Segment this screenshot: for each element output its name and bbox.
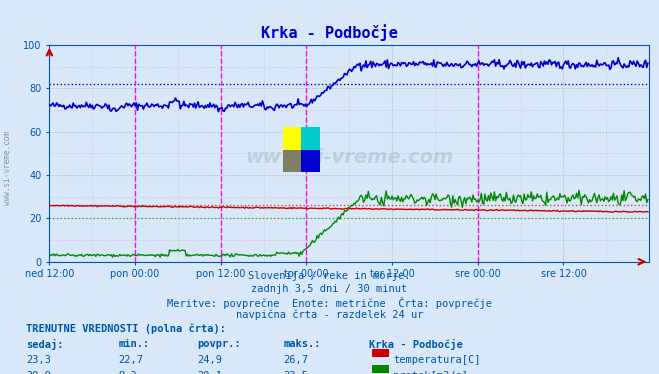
Text: temperatura[C]: temperatura[C] xyxy=(393,355,481,365)
Text: TRENUTNE VREDNOSTI (polna črta):: TRENUTNE VREDNOSTI (polna črta): xyxy=(26,324,226,334)
Text: 23,3: 23,3 xyxy=(26,355,51,365)
Bar xyxy=(302,150,320,172)
Text: Slovenija / reke in morje.: Slovenija / reke in morje. xyxy=(248,271,411,281)
Text: 26,7: 26,7 xyxy=(283,355,308,365)
Text: 24,9: 24,9 xyxy=(198,355,223,365)
Text: 20,1: 20,1 xyxy=(198,371,223,374)
Text: 33,5: 33,5 xyxy=(283,371,308,374)
Text: 30,9: 30,9 xyxy=(26,371,51,374)
Text: Krka - Podbočje: Krka - Podbočje xyxy=(261,24,398,41)
Text: 9,3: 9,3 xyxy=(119,371,137,374)
Bar xyxy=(283,150,302,172)
Text: povpr.:: povpr.: xyxy=(198,339,241,349)
Bar xyxy=(283,127,302,172)
Text: sedaj:: sedaj: xyxy=(26,339,64,350)
Text: Krka - Podbočje: Krka - Podbočje xyxy=(369,339,463,350)
Text: 22,7: 22,7 xyxy=(119,355,144,365)
Bar xyxy=(302,127,320,150)
Text: pretok[m3/s]: pretok[m3/s] xyxy=(393,371,469,374)
Text: zadnjh 3,5 dni / 30 minut: zadnjh 3,5 dni / 30 minut xyxy=(251,284,408,294)
Text: www.si-vreme.com: www.si-vreme.com xyxy=(245,148,453,167)
Text: maks.:: maks.: xyxy=(283,339,321,349)
Text: min.:: min.: xyxy=(119,339,150,349)
Text: www.si-vreme.com: www.si-vreme.com xyxy=(3,131,13,205)
Text: navpična črta - razdelek 24 ur: navpična črta - razdelek 24 ur xyxy=(236,309,423,320)
Text: Meritve: povprečne  Enote: metrične  Črta: povprečje: Meritve: povprečne Enote: metrične Črta:… xyxy=(167,297,492,309)
